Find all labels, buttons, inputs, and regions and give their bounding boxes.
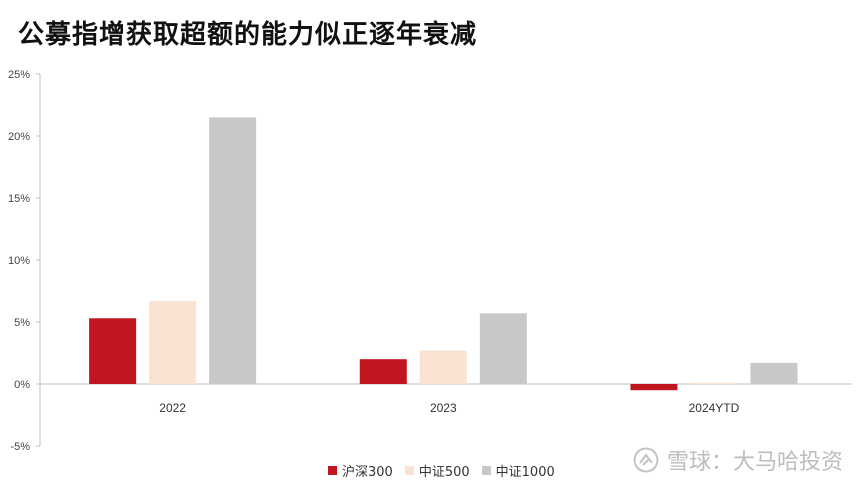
snowball-logo-icon (633, 447, 659, 473)
x-tick-label: 2022 (159, 401, 186, 415)
legend-item-zz500: 中证500 (404, 461, 470, 480)
legend-item-hs300: 沪深300 (328, 461, 393, 480)
legend-label-hs300: 沪深300 (342, 465, 393, 480)
legend-item-zz1000: 中证1000 (481, 461, 555, 480)
y-tick-label: 25% (8, 69, 30, 81)
bar (690, 382, 738, 384)
legend: 沪深300 中证500 中证1000 (328, 461, 567, 480)
y-tick-label: 0% (14, 379, 30, 391)
x-tick-label: 2024YTD (689, 401, 740, 415)
bar (209, 117, 257, 385)
bar (89, 318, 137, 384)
bar (149, 300, 197, 384)
bar (630, 384, 678, 391)
y-tick-label: 10% (8, 255, 30, 267)
bar (359, 359, 407, 384)
x-axis-labels: 2022 2023 2024YTD (159, 401, 739, 415)
watermark-text: 雪球：大马哈投资 (666, 450, 843, 475)
bar (479, 313, 527, 384)
legend-label-zz1000: 中证1000 (495, 465, 555, 480)
y-tick-label: 15% (8, 193, 30, 205)
bar (750, 362, 798, 384)
legend-label-zz500: 中证500 (418, 465, 470, 480)
legend-swatch-zz1000 (481, 466, 491, 475)
bar (419, 350, 467, 384)
watermark: 雪球：大马哈投资 (633, 444, 843, 476)
y-tick-label: -5% (10, 441, 30, 453)
y-tick-label: 20% (8, 131, 30, 143)
chart-title: 公募指增获取超额的能力似正逐年衰减 (18, 20, 478, 50)
legend-swatch-zz500 (404, 466, 414, 475)
x-tick-label: 2023 (430, 401, 457, 415)
legend-swatch-hs300 (328, 466, 337, 475)
y-axis: 25% 20% 15% 10% 5% 0% -5% (8, 69, 852, 453)
bars-layer (89, 117, 798, 391)
y-tick-label: 5% (14, 317, 30, 329)
